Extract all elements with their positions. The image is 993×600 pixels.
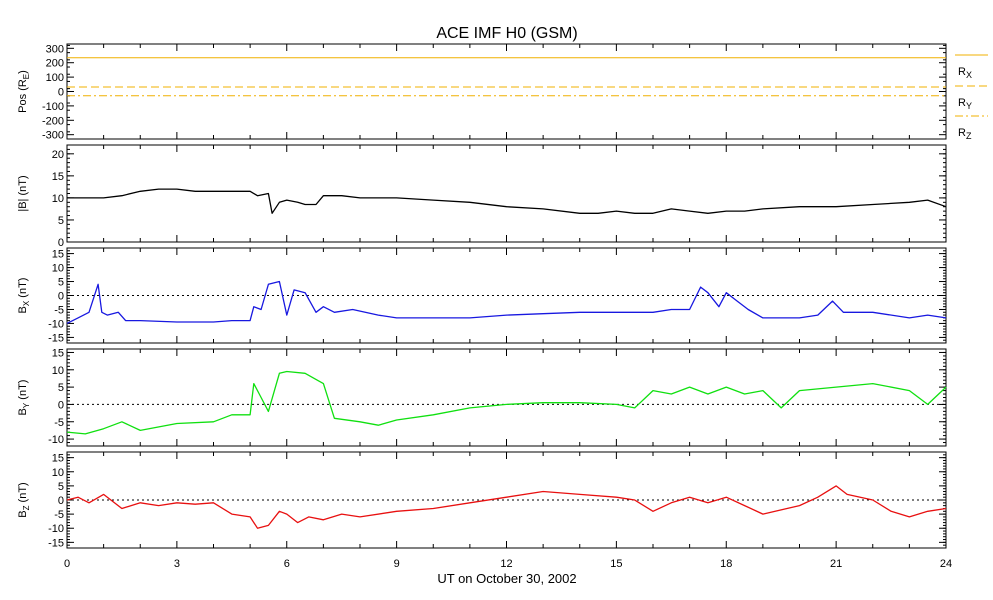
y-tick-label: 0 — [58, 495, 64, 507]
y-tick-label: 10 — [52, 467, 64, 479]
x-tick-label: 18 — [720, 558, 732, 570]
series-line-By — [66, 370, 947, 435]
y-tick-label: 20 — [52, 149, 64, 161]
y-tick-label: 15 — [52, 347, 64, 359]
x-tick-label: 6 — [284, 558, 290, 570]
y-tick-label: 100 — [46, 72, 64, 84]
y-tick-label: 5 — [58, 382, 64, 394]
y-tick-label: 10 — [52, 365, 64, 377]
y-tick-label: -100 — [42, 101, 64, 113]
x-tick-label: 0 — [64, 558, 70, 570]
legend-label: RX — [958, 66, 972, 80]
chart-title: ACE IMF H0 (GSM) — [436, 25, 577, 42]
panel-By: 15 10 5 0 -5 -10 BY (nT) — [17, 347, 947, 447]
panel-Bx: 15 10 5 0-5 -10 -15 BX (nT) — [17, 247, 947, 344]
series-line-Bz — [66, 485, 947, 529]
y-tick-label: 0 — [58, 291, 64, 303]
y-tick-label: -10 — [48, 523, 64, 535]
panel-Bz: 15 10 5 0 -5 -10 -15 BZ (nT) — [17, 451, 947, 549]
y-tick-label: 5 — [58, 481, 64, 493]
y-tick-label: 15 — [52, 171, 64, 183]
panel-position: 300 200 100 0 -100 -200 -300 Pos (RE) RX RY RZ — [17, 43, 988, 142]
y-tick-label: 0 — [58, 237, 64, 249]
y-tick-label: 10 — [52, 193, 64, 205]
y-axis-label: |B| (nT) — [17, 175, 29, 211]
y-tick-label: -15 — [48, 537, 64, 549]
y-axis-label: BZ (nT) — [17, 482, 31, 517]
legend-label: RY — [958, 97, 972, 111]
series-line-Bx — [66, 280, 947, 324]
y-tick-label: 0 — [58, 87, 64, 99]
y-tick-label: 0 — [58, 399, 64, 411]
x-tick-label: 9 — [394, 558, 400, 570]
x-tick-label: 15 — [610, 558, 622, 570]
panel-B_total: 20 15 10 5 0 |B| (nT) — [17, 144, 947, 249]
y-tick-label: -200 — [42, 115, 64, 127]
y-axis-label: Pos (RE) — [17, 70, 31, 113]
x-tick-label: 3 — [174, 558, 180, 570]
y-tick-label: 200 — [46, 58, 64, 70]
legend-label: RZ — [958, 127, 972, 141]
y-tick-label: -10 — [48, 318, 64, 330]
panel-frame — [66, 144, 947, 243]
panel-frame — [66, 43, 947, 140]
y-tick-label: -5 — [54, 417, 64, 429]
y-tick-label: 5 — [58, 277, 64, 289]
x-tick-label: 24 — [940, 558, 952, 570]
y-axis-label: BX (nT) — [17, 278, 31, 314]
y-tick-label: 15 — [52, 453, 64, 465]
x-tick-label: 21 — [830, 558, 842, 570]
x-axis-label: UT on October 30, 2002 — [437, 571, 576, 586]
x-tick-label: 12 — [500, 558, 512, 570]
y-tick-label: 300 — [46, 43, 64, 55]
y-tick-label: -5 — [54, 304, 64, 316]
panel-frame — [66, 348, 947, 447]
y-tick-label: -10 — [48, 434, 64, 446]
y-tick-label: 5 — [58, 215, 64, 227]
y-tick-label: -300 — [42, 130, 64, 142]
series-line-B_total — [67, 188, 947, 214]
y-tick-label: -5 — [54, 509, 64, 521]
y-tick-label: -15 — [48, 332, 64, 344]
y-axis-label: BY (nT) — [17, 380, 31, 416]
y-tick-label: 15 — [52, 249, 64, 261]
y-tick-label: 10 — [52, 263, 64, 275]
